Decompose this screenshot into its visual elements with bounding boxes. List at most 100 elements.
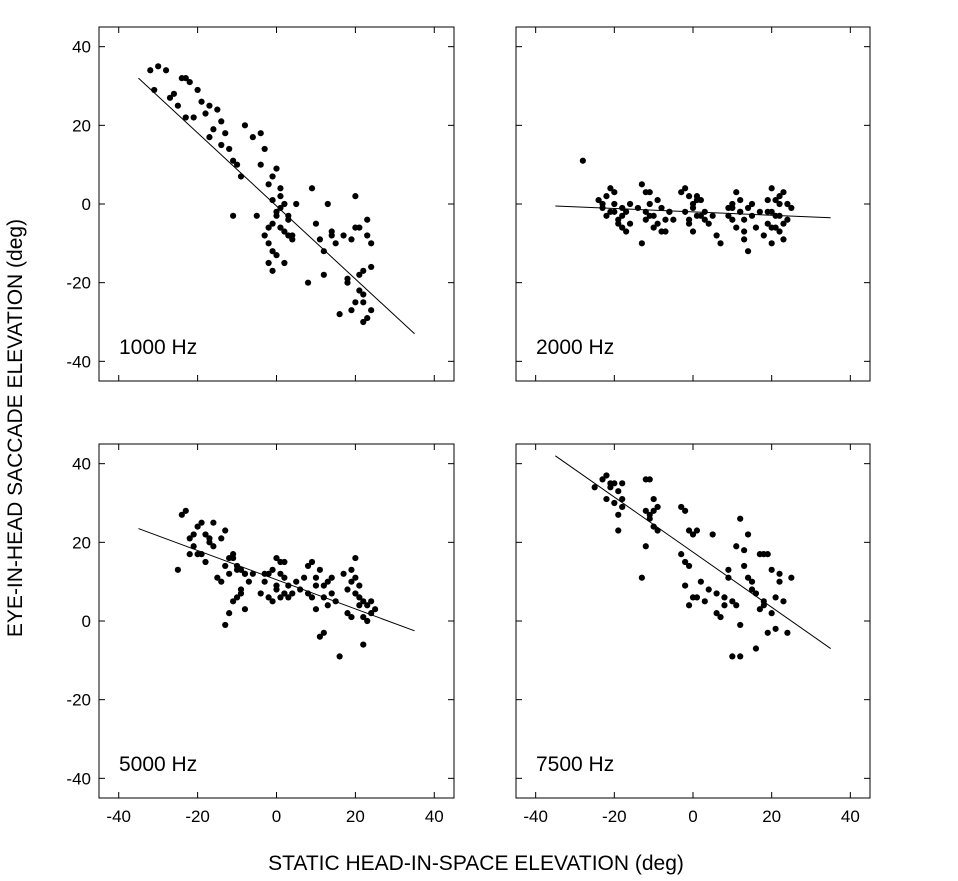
data-point [360, 598, 367, 605]
data-point [265, 240, 272, 247]
data-point [269, 196, 276, 204]
data-point [241, 122, 249, 129]
data-point [682, 208, 689, 215]
data-point [733, 224, 740, 231]
data-point [788, 574, 795, 581]
data-point [368, 610, 375, 617]
data-point [344, 586, 351, 593]
data-point [328, 232, 335, 239]
data-point [257, 590, 264, 597]
data-point [364, 617, 371, 625]
data-point [202, 558, 209, 566]
data-point [257, 161, 264, 168]
data-point [360, 641, 367, 648]
data-point [701, 208, 708, 215]
data-point [198, 551, 205, 558]
data-point [265, 594, 272, 601]
data-point [697, 212, 704, 219]
data-point [752, 590, 760, 597]
data-point [269, 598, 276, 605]
data-point [748, 212, 756, 219]
data-point [764, 196, 771, 204]
x-tick-label: -20 [185, 807, 210, 826]
data-point [312, 582, 320, 589]
data-point [662, 228, 669, 235]
data-point [619, 480, 626, 487]
data-point [364, 314, 371, 322]
data-point [316, 566, 323, 573]
data-point [650, 523, 657, 530]
data-point [744, 574, 752, 581]
panel-7500hz: -40 -20 0 20 40 7500 Hz [515, 443, 871, 826]
data-point [776, 212, 783, 219]
data-point [202, 110, 209, 117]
data-point [368, 263, 375, 271]
data-point [717, 240, 724, 247]
data-point [186, 535, 193, 542]
data-point [623, 208, 630, 215]
data-point [619, 212, 626, 219]
data-point [650, 224, 657, 231]
data-point [682, 558, 689, 566]
data-point [281, 590, 288, 597]
data-point [190, 543, 197, 550]
data-point [725, 212, 732, 219]
panel-title: 2000 Hz [536, 336, 614, 359]
data-point [760, 232, 767, 239]
data-point [603, 212, 610, 219]
data-point [190, 531, 197, 538]
data-point [269, 566, 276, 573]
data-point [265, 224, 272, 231]
data-point [725, 574, 732, 581]
data-point [654, 196, 661, 204]
data-point [360, 267, 367, 274]
data-point [336, 653, 343, 660]
data-point [222, 130, 229, 137]
data-point [658, 204, 665, 212]
data-point [705, 586, 712, 593]
y-tick-label: 40 [72, 455, 91, 474]
data-point [756, 208, 763, 215]
y-tick-label: -20 [66, 274, 91, 293]
data-point [178, 511, 185, 518]
data-point [265, 181, 272, 188]
data-point [356, 582, 363, 589]
data-point [638, 574, 645, 581]
data-point [780, 236, 787, 243]
data-point [352, 590, 359, 597]
x-axis-label: STATIC HEAD-IN-SPACE ELEVATION (deg) [268, 852, 684, 875]
data-point [599, 200, 606, 208]
data-point [678, 189, 685, 196]
data-point [277, 570, 284, 577]
data-point [233, 161, 241, 168]
data-point [348, 236, 355, 243]
data-point [261, 145, 268, 153]
x-tick-label: -40 [523, 807, 548, 826]
data-point [748, 586, 756, 593]
data-point [352, 574, 359, 581]
data-point [194, 523, 201, 530]
data-point [709, 212, 716, 219]
data-point [741, 236, 748, 243]
data-point [182, 114, 189, 121]
data-point [289, 232, 296, 239]
data-point [733, 189, 740, 196]
data-point [320, 271, 327, 278]
data-point [237, 590, 245, 597]
data-point [182, 507, 189, 514]
data-point [222, 527, 229, 534]
data-point [356, 271, 363, 278]
data-point [693, 594, 701, 601]
data-point [717, 613, 724, 621]
data-point [147, 67, 154, 74]
data-point [725, 566, 732, 573]
data-point [693, 196, 701, 204]
data-point [340, 570, 347, 577]
data-point [206, 102, 213, 109]
data-point [611, 200, 618, 208]
data-point [607, 480, 614, 487]
data-point [642, 543, 649, 550]
data-point [214, 106, 221, 113]
data-point [748, 200, 756, 208]
data-point [654, 527, 661, 534]
